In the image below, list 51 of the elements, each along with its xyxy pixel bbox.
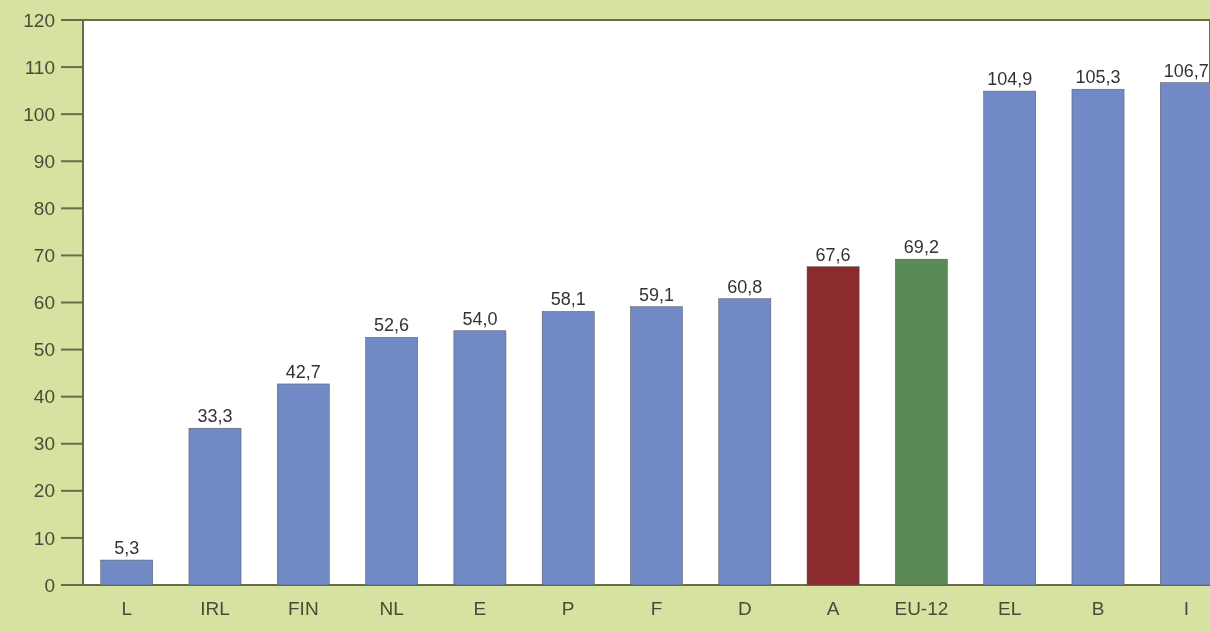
y-tick-label: 20 [33, 480, 55, 502]
data-label: 59,1 [638, 284, 675, 305]
x-tick-label: D [737, 598, 752, 619]
y-tick-label: 40 [33, 386, 55, 408]
x-tick-label: F [650, 598, 663, 619]
y-tick-label: 90 [33, 150, 55, 172]
data-label: 105,3 [1075, 67, 1121, 88]
data-label: 106,7 [1163, 60, 1209, 81]
bar [453, 330, 507, 586]
bar [188, 427, 242, 586]
y-tick-label: 60 [33, 292, 55, 314]
y-tick-label: 70 [33, 245, 55, 267]
y-tick-label: 100 [23, 103, 55, 125]
y-tick-label: 80 [33, 197, 55, 219]
y-tick-label: 10 [33, 527, 55, 549]
data-label: 104,9 [987, 69, 1033, 90]
y-tick-label: 30 [33, 433, 55, 455]
x-tick-label: E [473, 598, 487, 619]
y-tick-label: 110 [24, 56, 55, 78]
data-label: 33,3 [197, 406, 233, 427]
bar [630, 306, 683, 586]
y-tick-label: 120 [23, 9, 55, 31]
bar [541, 311, 595, 586]
bar [895, 258, 948, 586]
x-tick-label: IRL [200, 598, 230, 619]
x-tick-label: A [826, 598, 840, 619]
bar [100, 559, 154, 586]
x-tick-label: P [561, 598, 575, 619]
x-tick-label: I [1183, 598, 1189, 619]
bar [277, 383, 330, 586]
data-label: 58,1 [550, 289, 586, 310]
data-label: 5,3 [114, 538, 140, 559]
y-tick-label: 50 [33, 339, 55, 361]
bar [983, 90, 1036, 586]
data-label: 42,7 [285, 361, 321, 382]
data-label: 67,6 [815, 244, 851, 265]
bar [806, 266, 860, 586]
x-tick-label: EL [998, 598, 1022, 619]
x-tick-label: B [1091, 598, 1105, 619]
y-tick-label: 0 [44, 574, 55, 596]
data-label: 60,8 [727, 276, 763, 297]
x-tick-label: NL [379, 598, 404, 619]
data-label: 52,6 [374, 315, 410, 336]
x-tick-label: FIN [288, 598, 319, 619]
data-label: 69,2 [903, 237, 939, 258]
x-tick-label: L [121, 598, 132, 619]
x-tick-label: EU-12 [894, 598, 949, 619]
data-label: 54,0 [462, 308, 498, 329]
bar [718, 298, 772, 586]
bar [1071, 88, 1125, 586]
bar [365, 337, 418, 586]
